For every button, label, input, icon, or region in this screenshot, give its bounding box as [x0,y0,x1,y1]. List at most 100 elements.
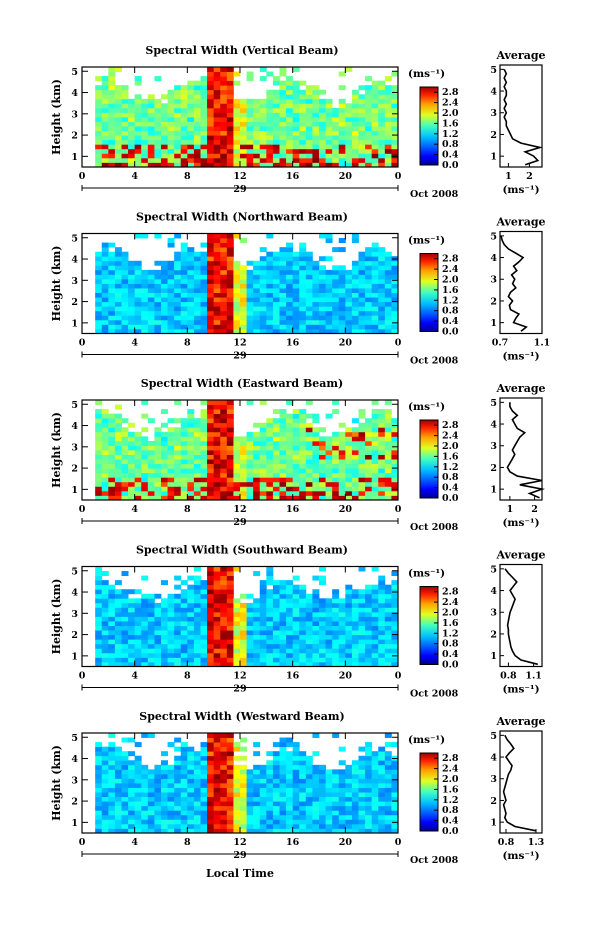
heatmap-cell [128,306,136,312]
heatmap-cell [292,778,300,784]
heatmap-cell [95,652,103,658]
heatmap-cell [180,486,188,492]
heatmap-cell [174,315,182,321]
heatmap-cell [338,823,346,829]
heatmap-cell [187,463,195,469]
heatmap-cell [338,112,346,118]
heatmap-cell [147,648,155,654]
heatmap-cell [259,247,267,253]
heatmap-cell [180,292,188,298]
heatmap-cell [286,468,294,474]
heatmap-cell [378,468,386,474]
heatmap-cell [378,661,386,667]
heatmap-cell [101,459,109,465]
heatmap-cell [114,319,122,325]
heatmap-cell [167,648,175,654]
heatmap-cell [384,283,392,289]
heatmap-cell [180,760,188,766]
heatmap-cell [378,773,386,779]
heatmap-cell [147,630,155,636]
heatmap-cell [128,495,136,501]
heatmap-cell [193,566,201,572]
heatmap-cell [286,769,294,775]
heatmap-cell [174,575,182,581]
heatmap-cell [147,625,155,631]
heatmap-cell [187,643,195,649]
heatmap-cell [259,477,267,483]
heatmap-cell [286,139,294,145]
heatmap-cell [338,301,346,307]
heatmap-cell [391,440,399,446]
heatmap-cell [226,135,234,141]
heatmap-cell [305,801,313,807]
heatmap-cell [213,575,221,581]
heatmap-cell [292,427,300,433]
heatmap-cell [365,274,373,280]
heatmap-cell [101,769,109,775]
heatmap-cell [207,787,215,793]
heatmap-cell [134,486,142,492]
heatmap-cell [233,450,241,455]
heatmap-cell [141,107,149,113]
heatmap-cell [121,477,129,483]
heatmap-cell [167,598,175,604]
heatmap-cell [332,805,340,811]
heatmap-cell [174,490,182,496]
heatmap-cell [174,117,182,122]
heatmap-cell [187,98,195,104]
heatmap-cell [305,481,313,487]
heatmap-cell [161,288,168,293]
heatmap-cell [286,607,294,613]
heatmap-cell [114,117,122,122]
heatmap-cell [332,661,340,667]
heatmap-cell [319,477,326,483]
y-tick-label: 3 [71,442,78,453]
heatmap-cell [266,112,274,118]
heatmap-cell [141,611,149,617]
heatmap-cell [253,126,261,132]
heatmap-cell [319,652,326,658]
colorbar-tick-label: 2.0 [442,441,459,452]
heatmap-cell [108,733,116,738]
heatmap-cell [193,324,201,330]
heatmap-cell [286,648,294,654]
heatmap-cell [226,778,234,784]
heatmap-cell [358,94,366,100]
heatmap-cell [266,751,274,757]
heatmap-cell [161,328,168,334]
heatmap-cell [384,301,392,307]
heatmap-cell [299,630,307,636]
heatmap-cell [305,436,313,442]
heatmap-cell [259,584,267,590]
heatmap-cell [114,593,122,599]
heatmap-cell [259,630,267,636]
heatmap-cell [391,630,399,636]
heatmap-cell [220,80,228,86]
heatmap-cell [213,801,221,807]
heatmap-cell [121,814,129,820]
heatmap-cell [286,315,294,321]
heatmap-cell [101,153,109,159]
heatmap-cell [226,751,234,757]
heatmap-cell [226,472,234,478]
heatmap-cell [378,98,386,104]
heatmap-cell [292,742,300,748]
heatmap-cell [351,107,359,113]
heatmap-cell [365,589,373,595]
heatmap-cell [345,306,353,312]
heatmap-cell [246,445,254,451]
heatmap-cell [200,796,208,802]
heatmap-cell [141,621,149,626]
heatmap-cell [180,431,188,437]
heatmap-cell [213,301,221,307]
heatmap-cell [213,760,221,766]
heatmap-cell [207,269,215,275]
heatmap-cell [174,256,182,262]
heatmap-cell [154,486,162,492]
heatmap-cell [193,602,201,608]
heatmap-cell [207,139,215,145]
heatmap-cell [299,153,307,159]
heatmap-cell [305,495,313,501]
heatmap-cell [325,769,333,775]
heatmap-cell [305,274,313,280]
